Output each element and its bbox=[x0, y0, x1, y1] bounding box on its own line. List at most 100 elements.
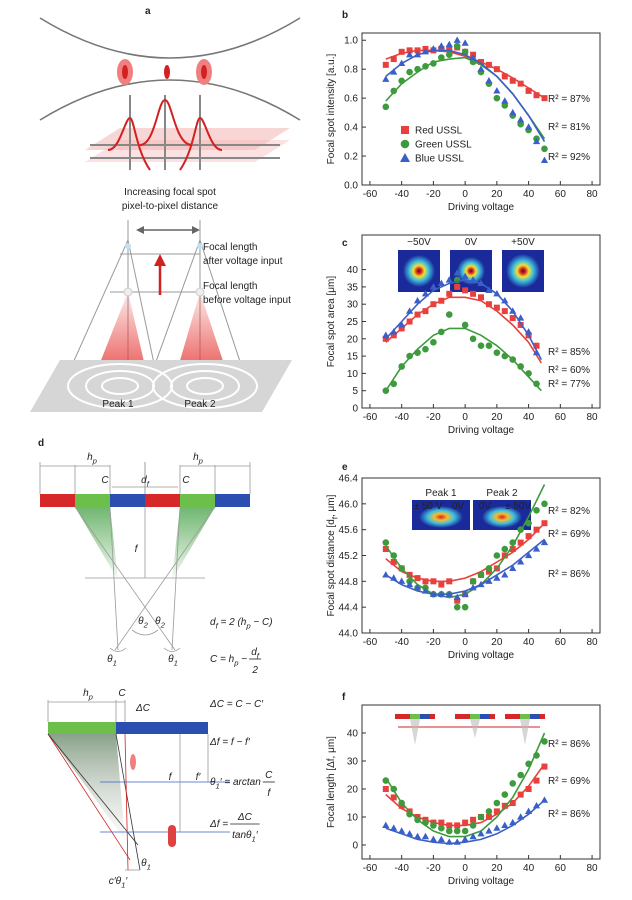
point bbox=[406, 318, 413, 325]
point bbox=[517, 526, 524, 533]
x-tick-label: -60 bbox=[363, 412, 378, 423]
text-run: − C) bbox=[251, 617, 273, 628]
point bbox=[406, 352, 413, 360]
point bbox=[422, 345, 429, 353]
text-run: θ bbox=[210, 777, 216, 788]
point bbox=[453, 838, 461, 845]
point bbox=[398, 325, 405, 332]
point bbox=[445, 51, 453, 59]
point bbox=[509, 539, 517, 546]
point bbox=[422, 819, 429, 826]
r-squared: R² = 92% bbox=[548, 152, 590, 163]
point bbox=[525, 786, 532, 792]
label: f′ bbox=[196, 772, 202, 783]
point bbox=[525, 519, 532, 527]
point bbox=[446, 822, 453, 829]
point bbox=[517, 539, 524, 546]
point bbox=[493, 87, 501, 94]
point bbox=[398, 321, 406, 328]
legend-label: Red USSL bbox=[415, 126, 463, 137]
focus bbox=[125, 243, 131, 249]
point bbox=[398, 799, 405, 807]
point bbox=[454, 822, 461, 829]
r-squared: R² = 86% bbox=[548, 739, 590, 750]
point bbox=[517, 363, 524, 370]
point bbox=[454, 597, 461, 604]
point bbox=[517, 558, 525, 565]
point bbox=[525, 328, 533, 335]
x-tick-label: 80 bbox=[587, 863, 599, 874]
lens-upper bbox=[39, 17, 301, 59]
substrate bbox=[30, 360, 292, 412]
point bbox=[461, 603, 469, 611]
inset-label: −50V bbox=[407, 237, 431, 248]
text-run: f bbox=[267, 788, 271, 799]
y-axis-label: Focal length [Δf, μm] bbox=[326, 736, 337, 828]
text-run: f′ bbox=[196, 772, 202, 783]
x-tick-label: 0 bbox=[462, 637, 468, 648]
text-run: Δf = bbox=[209, 819, 228, 830]
heading: pixel-to-pixel distance bbox=[122, 201, 219, 212]
point bbox=[477, 571, 485, 579]
x-tick-label: 0 bbox=[462, 189, 468, 200]
subscript: p bbox=[88, 692, 94, 701]
point bbox=[525, 760, 532, 768]
inset-label: 0V bbox=[465, 237, 478, 248]
point bbox=[445, 590, 453, 597]
point bbox=[453, 827, 461, 835]
inset-label: 0V bbox=[479, 501, 492, 512]
point bbox=[453, 603, 461, 611]
arrow-head bbox=[192, 226, 200, 234]
point bbox=[461, 835, 469, 842]
x-tick-label: -40 bbox=[394, 189, 409, 200]
x-tick-label: 80 bbox=[587, 189, 599, 200]
point bbox=[406, 47, 413, 54]
subscript: 1 bbox=[121, 880, 125, 889]
point bbox=[533, 526, 540, 533]
point bbox=[461, 321, 469, 329]
point bbox=[413, 583, 422, 591]
point bbox=[485, 814, 492, 820]
inset-label: Peak 1 bbox=[425, 488, 457, 499]
point bbox=[517, 120, 524, 128]
point bbox=[382, 103, 390, 111]
inset-spot bbox=[506, 254, 540, 288]
point bbox=[390, 332, 397, 339]
point bbox=[453, 269, 461, 276]
point bbox=[493, 552, 501, 559]
text-run: θ bbox=[138, 616, 144, 627]
point bbox=[430, 822, 437, 829]
x-tick-label: 20 bbox=[491, 189, 503, 200]
y-tick-label: 0.2 bbox=[344, 152, 358, 163]
point bbox=[461, 827, 469, 835]
point bbox=[398, 77, 405, 85]
point bbox=[390, 785, 398, 793]
inset-spot bbox=[403, 255, 435, 287]
point bbox=[406, 810, 413, 818]
text-run: C = h bbox=[210, 654, 235, 665]
point bbox=[477, 65, 485, 72]
inset-diagram bbox=[395, 714, 545, 745]
point bbox=[525, 123, 533, 130]
focus bbox=[168, 825, 176, 847]
point bbox=[445, 276, 453, 283]
legend-label: Green USSL bbox=[415, 140, 472, 151]
point bbox=[517, 80, 524, 87]
subscript: 1 bbox=[215, 781, 219, 790]
point bbox=[485, 61, 492, 68]
fit-line bbox=[385, 49, 546, 143]
equation: Δf = bbox=[209, 819, 228, 830]
r-squared: R² = 60% bbox=[548, 365, 590, 376]
point bbox=[509, 307, 517, 314]
y-tick-label: 25 bbox=[347, 317, 359, 328]
spot-core bbox=[122, 65, 128, 79]
panel-label: d bbox=[38, 438, 44, 449]
point bbox=[509, 800, 516, 806]
peak-label: Peak 1 bbox=[102, 399, 134, 410]
x-tick-label: -20 bbox=[426, 412, 441, 423]
point bbox=[541, 145, 548, 153]
point bbox=[429, 590, 437, 597]
panel-label: f bbox=[342, 692, 346, 703]
equation: C = hp − bbox=[210, 654, 247, 667]
point bbox=[493, 824, 501, 831]
